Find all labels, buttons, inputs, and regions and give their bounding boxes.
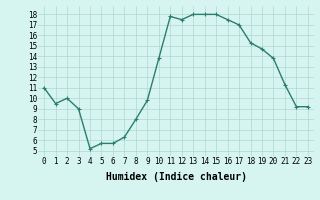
X-axis label: Humidex (Indice chaleur): Humidex (Indice chaleur)	[106, 172, 246, 182]
